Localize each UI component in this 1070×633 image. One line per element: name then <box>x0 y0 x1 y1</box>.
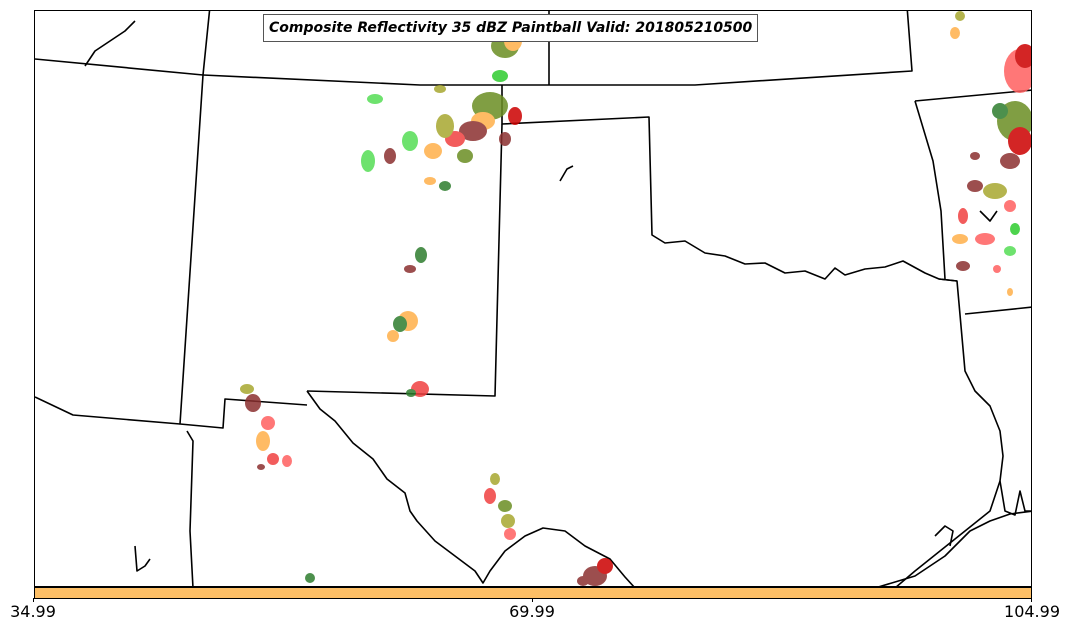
colorbar-tick-label: 34.99 <box>10 602 56 621</box>
boundary-line <box>559 165 574 182</box>
paintball <box>1004 200 1016 212</box>
paintball <box>975 233 995 245</box>
colorbar-tick-label: 69.99 <box>509 602 555 621</box>
boundary-line <box>84 20 136 67</box>
boundary-line <box>914 100 946 280</box>
paintball <box>257 464 265 470</box>
colorbar-tick <box>1031 598 1032 602</box>
boundary-line <box>878 510 1031 586</box>
paintball <box>1000 153 1020 169</box>
paintball <box>970 152 980 160</box>
boundary-line <box>914 89 1031 102</box>
paintball <box>950 27 960 39</box>
paintball <box>267 453 279 465</box>
storm-cluster-wtx <box>484 473 613 586</box>
paintball <box>955 11 965 21</box>
paintball <box>305 573 315 583</box>
paintball <box>1008 127 1031 155</box>
boundary-line <box>202 11 913 86</box>
reflectivity-paintballs <box>240 11 1031 586</box>
paintball <box>387 330 399 342</box>
paintball <box>1010 223 1020 235</box>
paintball <box>415 247 427 263</box>
paintball <box>434 85 446 93</box>
paintball <box>404 265 416 273</box>
storm-cluster-east <box>950 11 1031 296</box>
map-panel <box>34 10 1032 587</box>
chart-title: Composite Reflectivity 35 dBZ Paintball … <box>263 14 759 42</box>
colorbar-tick <box>33 598 34 602</box>
paintball <box>361 150 375 172</box>
paintball <box>498 500 512 512</box>
paintball <box>956 261 970 271</box>
paintball <box>492 70 508 82</box>
boundary-line <box>501 85 958 282</box>
boundary-line <box>938 278 1031 516</box>
paintball <box>992 103 1008 119</box>
colorbar-tick-label: 104.99 <box>1004 602 1060 621</box>
paintball <box>393 316 407 332</box>
map-canvas <box>35 11 1031 586</box>
paintball <box>240 384 254 394</box>
paintball <box>967 180 983 192</box>
paintball <box>577 576 589 586</box>
paintball <box>952 234 968 244</box>
storm-cluster-az <box>240 384 315 583</box>
boundary-line <box>964 306 1031 315</box>
paintball <box>406 389 416 397</box>
state-boundaries <box>35 11 1031 586</box>
paintball <box>256 431 270 451</box>
paintball <box>508 107 522 125</box>
boundary-line <box>306 123 503 397</box>
colorbar <box>34 587 1032 599</box>
paintball <box>504 528 516 540</box>
paintball <box>424 143 442 159</box>
paintball <box>958 208 968 224</box>
boundary-line <box>186 430 194 586</box>
paintball <box>1007 288 1013 296</box>
paintball <box>499 132 511 146</box>
paintball <box>402 131 418 151</box>
paintball <box>1015 44 1031 68</box>
paintball <box>459 121 487 141</box>
boundary-line <box>179 74 308 429</box>
boundary-line <box>979 210 998 222</box>
paintball <box>439 181 451 191</box>
boundary-line <box>896 480 1001 586</box>
paintball <box>457 149 473 163</box>
paintball <box>436 114 454 138</box>
colorbar-tick <box>532 598 533 602</box>
paintball <box>490 473 500 485</box>
boundary-line <box>35 11 211 76</box>
paintball <box>983 183 1007 199</box>
paintball <box>245 394 261 412</box>
paintball <box>501 514 515 528</box>
boundary-line <box>35 396 181 425</box>
paintball <box>993 265 1001 273</box>
paintball <box>384 148 396 164</box>
paintball <box>597 558 613 574</box>
storm-cluster-north <box>361 31 522 191</box>
boundary-line <box>934 525 954 547</box>
paintball <box>1004 246 1016 256</box>
paintball <box>261 416 275 430</box>
boundary-line <box>134 545 151 572</box>
paintball <box>282 455 292 467</box>
boundary-line <box>306 390 635 586</box>
paintball <box>484 488 496 504</box>
paintball <box>367 94 383 104</box>
paintball <box>424 177 436 185</box>
storm-cluster-nm <box>387 247 429 397</box>
